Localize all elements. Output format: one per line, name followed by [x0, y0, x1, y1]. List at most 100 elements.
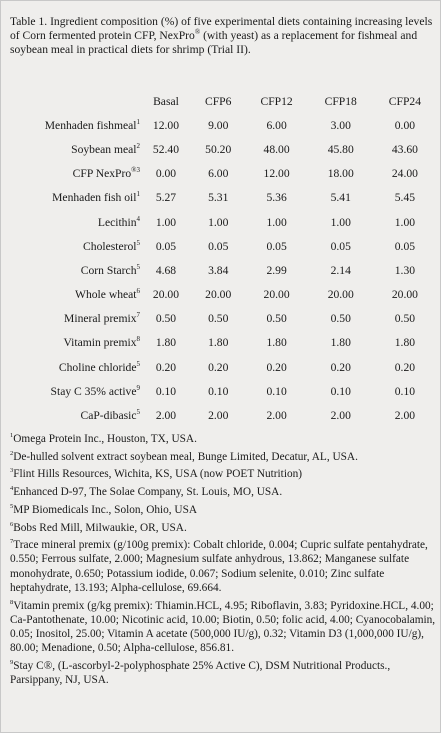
- ingredient-name: Soybean meal2: [7, 137, 140, 161]
- value-cell: 0.10: [208, 384, 229, 398]
- value-cell: 3.00: [330, 118, 351, 132]
- ingredient-footnote-mark: 6: [136, 287, 141, 296]
- table-row: Vitamin premix8 1.80 1.80 1.80 1.80 1.80: [7, 331, 437, 355]
- ingredient-footnote-mark: 4: [136, 214, 141, 223]
- caption-rest: (with yeast) as a replacement for fishme…: [10, 29, 418, 56]
- value-cell: 0.05: [330, 239, 351, 253]
- value-cell: 1.00: [394, 215, 416, 229]
- value-cell: 1.80: [208, 336, 229, 350]
- ingredient-label: CFP NexPro: [72, 167, 132, 181]
- footnote-text: Omega Protein Inc., Houston, TX, USA.: [13, 433, 197, 445]
- footnote-mark: 5: [10, 503, 14, 511]
- value-cell: 0.50: [155, 312, 177, 326]
- footnote-text: De-hulled solvent extract soybean meal, …: [13, 450, 358, 463]
- ingredient-footnote-mark: 8: [136, 335, 141, 344]
- value-cell: 50.20: [205, 142, 232, 156]
- value-cell: 0.10: [330, 384, 351, 398]
- value-cell: 45.80: [327, 142, 354, 156]
- ingredient-name: CaP-dibasic5: [7, 403, 140, 427]
- header-cell: Basal: [153, 94, 179, 108]
- ingredient-footnote-mark: 1: [136, 117, 141, 126]
- ingredient-footnote-mark: 1: [136, 190, 141, 199]
- footnote: 8Vitamin premix (g/kg premix): Thiamin.H…: [10, 599, 438, 656]
- ingredient-footnote-mark: 5: [136, 359, 141, 368]
- value-cell: 9.00: [208, 118, 229, 132]
- value-cell: 0.00: [155, 167, 177, 181]
- value-cell: 48.00: [263, 142, 290, 156]
- value-cell: 0.20: [394, 360, 416, 374]
- value-cell: 52.40: [152, 142, 179, 156]
- table-row: Mineral premix7 0.50 0.50 0.50 0.50 0.50: [7, 307, 437, 331]
- ingredient-label: Vitamin premix: [63, 336, 137, 350]
- footnote: 9Stay C®, (L-ascorbyl-2-polyphosphate 25…: [10, 659, 438, 687]
- value-cell: 20.00: [152, 288, 179, 302]
- value-cell: 1.00: [330, 215, 351, 229]
- caption-main: Table 1. Ingredient composition (%) of f…: [10, 15, 433, 42]
- footnote-text: Flint Hills Resources, Wichita, KS, USA …: [13, 468, 303, 481]
- ingredient-label: Cholesterol: [83, 239, 137, 253]
- header-cell: CFP6: [205, 94, 232, 108]
- table-row: CFP NexPro®3 0.00 6.00 12.00 18.00 24.00: [7, 162, 437, 186]
- header-cell: CFP18: [324, 94, 357, 108]
- table-row: Choline chloride5 0.20 0.20 0.20 0.20 0.20: [7, 355, 437, 379]
- footnote: 4Enhanced D-97, The Solae Company, St. L…: [10, 485, 438, 499]
- value-cell: 6.00: [266, 118, 287, 132]
- table-row: Lecithin4 1.00 1.00 1.00 1.00 1.00: [7, 210, 437, 234]
- value-cell: 0.20: [266, 360, 287, 374]
- value-cell: 0.05: [394, 239, 416, 253]
- value-cell: 1.00: [266, 215, 287, 229]
- ingredient-name: Cholesterol5: [7, 234, 140, 258]
- value-cell: 1.80: [330, 336, 351, 350]
- value-cell: 24.00: [391, 167, 418, 181]
- footnote-mark: 7: [10, 538, 14, 546]
- value-cell: 0.05: [155, 239, 177, 253]
- ingredient-name: Choline chloride5: [7, 355, 140, 379]
- value-cell: 3.84: [208, 263, 229, 277]
- ingredient-label: Lecithin: [97, 215, 137, 229]
- value-cell: 0.00: [394, 118, 416, 132]
- header-cell: CFP12: [260, 94, 293, 108]
- value-cell: 2.99: [266, 263, 287, 277]
- value-cell: 5.36: [266, 191, 287, 205]
- ingredient-label: Corn Starch: [80, 263, 137, 277]
- footnote-text: Vitamin premix (g/kg premix): Thiamin.HC…: [10, 599, 436, 655]
- ingredient-footnote-mark: 5: [136, 408, 141, 417]
- ingredient-label: Menhaden fish oil: [52, 191, 137, 205]
- footnote-mark: 2: [10, 449, 14, 457]
- ingredient-name: Menhaden fishmeal1: [7, 113, 140, 137]
- footnote-mark: 3: [10, 467, 14, 475]
- table-row: Soybean meal2 52.40 50.20 48.00 45.80 43.60: [7, 137, 437, 161]
- table-row: Cholesterol5 0.05 0.05 0.05 0.05 0.05: [7, 234, 437, 258]
- ingredient-name: Lecithin4: [7, 210, 140, 234]
- value-cell: 20.00: [205, 288, 232, 302]
- value-cell: 2.00: [330, 409, 351, 423]
- ingredient-label: Mineral premix: [64, 312, 137, 326]
- value-cell: 20.00: [263, 288, 290, 302]
- table-row: Menhaden fishmeal1 12.00 9.00 6.00 3.00 0.00: [7, 113, 437, 137]
- ingredient-footnote-mark: 2: [136, 142, 141, 151]
- table-row: Stay C 35% active9 0.10 0.10 0.10 0.10 0.10: [7, 379, 437, 403]
- value-cell: 43.60: [391, 142, 418, 156]
- table-row: Corn Starch5 4.68 3.84 2.99 2.14 1.30: [7, 258, 437, 282]
- value-cell: 0.10: [266, 384, 287, 398]
- ingredient-name: Vitamin premix8: [7, 331, 140, 355]
- value-cell: 0.05: [208, 239, 229, 253]
- value-cell: 0.05: [266, 239, 287, 253]
- value-cell: 2.00: [266, 409, 287, 423]
- ingredient-name: Mineral premix7: [7, 307, 140, 331]
- table-row: Menhaden fish oil1 5.27 5.31 5.36 5.41 5.45: [7, 186, 437, 210]
- value-cell: 0.50: [266, 312, 287, 326]
- ingredient-footnote-mark: 5: [136, 263, 141, 272]
- value-cell: 2.00: [155, 409, 177, 423]
- ingredient-name: Menhaden fish oil1: [7, 186, 140, 210]
- footnote: 1Omega Protein Inc., Houston, TX, USA.: [10, 432, 438, 446]
- value-cell: 1.80: [155, 336, 177, 350]
- footnote-mark: 1: [10, 432, 14, 440]
- ingredient-footnote-mark: ®3: [131, 166, 140, 175]
- value-cell: 5.41: [330, 191, 351, 205]
- caption-superscript: ®: [194, 28, 201, 37]
- ingredient-label: CaP-dibasic: [80, 409, 137, 423]
- header-row: Basal CFP6 CFP12 CFP18 CFP24: [7, 89, 437, 113]
- value-cell: 0.10: [394, 384, 416, 398]
